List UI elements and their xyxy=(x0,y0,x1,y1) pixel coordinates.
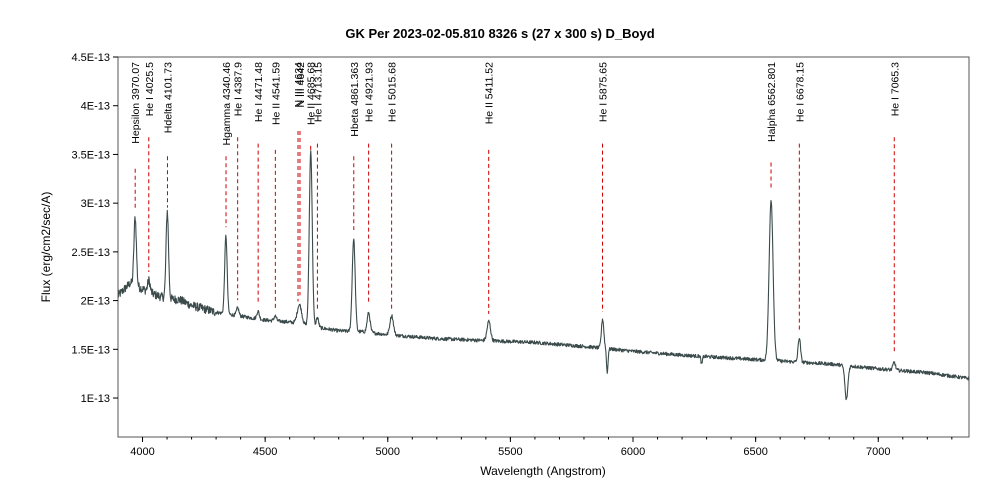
line-marker-label: N III 4634 xyxy=(293,62,305,108)
y-tick-label: 1E-13 xyxy=(81,393,110,405)
line-marker-label: He I 5875.65 xyxy=(598,62,610,122)
y-tick-label: 2.5E-13 xyxy=(71,247,110,259)
x-tick-label: 6000 xyxy=(621,446,645,458)
x-tick-label: 6500 xyxy=(743,446,767,458)
line-marker-label: He II 4685.68 xyxy=(306,62,318,125)
y-tick-label: 2E-13 xyxy=(81,296,110,308)
line-marker-label: He I 4921.93 xyxy=(364,62,376,122)
x-tick-label: 4000 xyxy=(130,446,154,458)
line-marker-label: Hgamma 4340.46 xyxy=(221,62,233,146)
line-marker-label: He I 4387.9 xyxy=(233,62,245,116)
x-tick-label: 5500 xyxy=(498,446,522,458)
y-tick-label: 3.5E-13 xyxy=(71,149,110,161)
line-marker-label: He I 6678.15 xyxy=(794,62,806,122)
line-marker-label: He I 7065.3 xyxy=(889,62,901,116)
x-tick-label: 4500 xyxy=(253,446,277,458)
line-marker-label: He I 4025.5 xyxy=(144,62,156,116)
y-tick-label: 1.5E-13 xyxy=(71,344,110,356)
x-axis-label: Wavelength (Angstrom) xyxy=(480,464,606,478)
y-tick-label: 4E-13 xyxy=(81,101,110,113)
line-marker-label: He II 5411.52 xyxy=(484,62,496,124)
axes: 4000 4500 5000 5500 6000 6500 7000 1E-13 1.5E-13… xyxy=(71,52,953,458)
chart-title: GK Per 2023-02-05.810 8326 s (27 x 300 s… xyxy=(345,26,654,41)
y-axis-label: Flux (erg/cm2/sec/A) xyxy=(39,192,53,303)
y-tick-label: 4.5E-13 xyxy=(71,52,110,64)
line-marker-label: He I 4471.48 xyxy=(253,62,265,122)
line-marker-label: N III 4642 xyxy=(295,62,307,108)
line-marker-label: He I 5015.68 xyxy=(387,62,399,122)
line-marker-label: Hepsilon 3970.07 xyxy=(130,62,142,144)
line-marker-label: He I 4713.15 xyxy=(312,62,324,122)
line-marker-label: Hbeta 4861.363 xyxy=(349,62,361,137)
y-tick-label: 3E-13 xyxy=(81,198,110,210)
plot-frame xyxy=(117,56,970,438)
line-marker-label: He II 4541.59 xyxy=(270,62,282,125)
spectrum-line xyxy=(117,150,970,401)
line-markers: Hepsilon 3970.07 He I 4025.5 Hdelta 4101.7… xyxy=(130,62,901,353)
x-tick-label: 7000 xyxy=(866,446,890,458)
spectrum-series xyxy=(117,150,970,401)
line-marker-label: Hdelta 4101.73 xyxy=(162,62,174,133)
line-marker-label: Halpha 6562.801 xyxy=(766,62,778,142)
x-tick-label: 5000 xyxy=(376,446,400,458)
